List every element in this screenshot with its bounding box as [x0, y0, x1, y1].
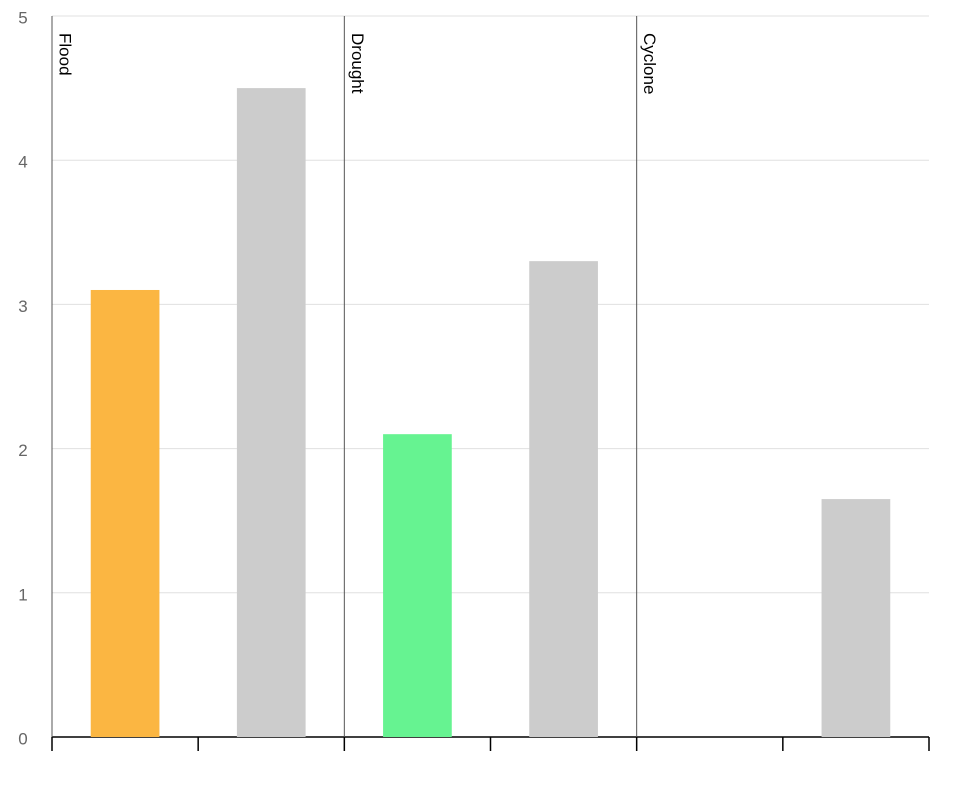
y-tick-label: 0 [18, 729, 27, 748]
bar [821, 499, 891, 737]
bar [383, 434, 452, 737]
category-label: Cyclone [640, 33, 659, 94]
bar [90, 289, 160, 737]
y-tick-label: 2 [18, 441, 27, 460]
y-tick-label: 5 [18, 8, 27, 27]
bar [529, 261, 598, 737]
y-tick-label: 4 [18, 153, 27, 172]
y-tick-label: 1 [18, 585, 27, 604]
category-label: Drought [348, 33, 367, 94]
bar [236, 88, 306, 738]
category-label: Flood [56, 33, 75, 76]
y-tick-label: 3 [18, 297, 27, 316]
